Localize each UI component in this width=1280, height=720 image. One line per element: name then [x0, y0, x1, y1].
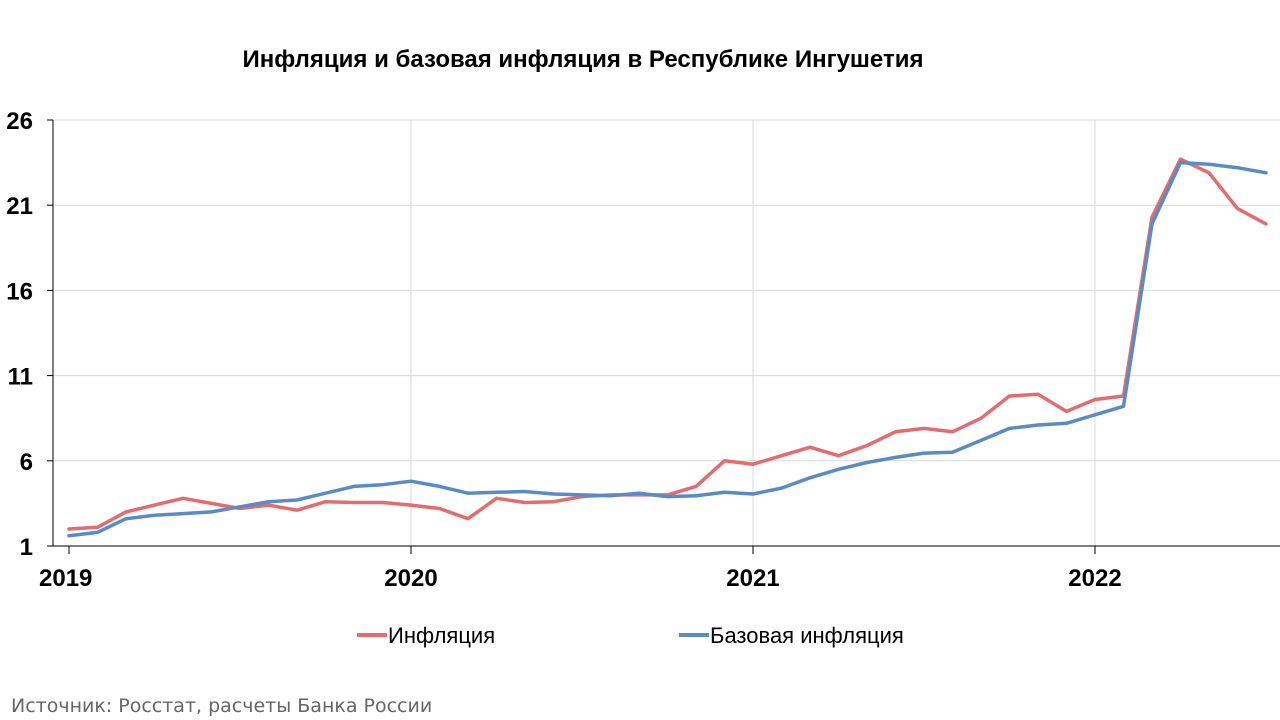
y-tick-label: 21 — [6, 193, 33, 220]
x-tick-label: 2022 — [1068, 565, 1121, 592]
x-tick-label: 2019 — [39, 565, 92, 592]
series-line-core-inflation — [67, 160, 1268, 538]
series-line-inflation — [67, 157, 1268, 531]
legend-label-inflation: Инфляция — [388, 623, 495, 648]
y-tick-label: 26 — [6, 108, 33, 135]
series-lines — [67, 157, 1268, 538]
y-tick-label: 11 — [8, 364, 33, 391]
source-note: Источник: Росстат, расчеты Банка России — [11, 695, 432, 717]
x-tick-label: 2020 — [384, 565, 437, 592]
y-tick-label: 16 — [6, 278, 33, 305]
y-tick-label: 1 — [20, 534, 33, 561]
legend-label-core-inflation: Базовая инфляция — [710, 623, 904, 648]
y-tick-label: 6 — [20, 449, 33, 476]
legend: Инфляция Базовая инфляция — [357, 623, 904, 648]
x-tick-label: 2021 — [726, 565, 779, 592]
chart-title: Инфляция и базовая инфляция в Республике… — [243, 46, 924, 73]
grid — [53, 119, 1280, 546]
